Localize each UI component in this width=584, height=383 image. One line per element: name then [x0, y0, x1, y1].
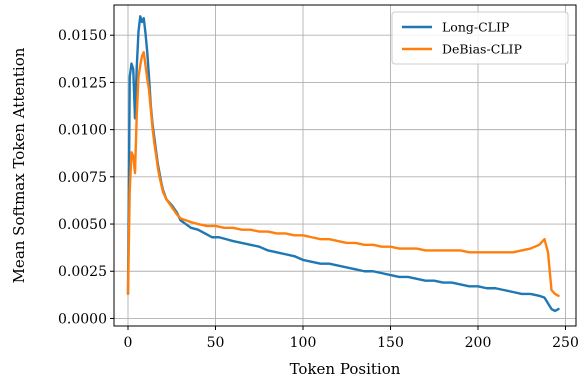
x-tick-label: 250	[552, 335, 579, 351]
x-tick-label: 0	[124, 335, 133, 351]
legend-label-long-clip: Long-CLIP	[442, 20, 509, 35]
axis-ticks: 0 50 100 150 200 250 0.0000 0.0025 0.0050 0.0075 0…	[58, 28, 579, 351]
y-tick-label: 0.0050	[58, 217, 107, 233]
y-tick-label: 0.0025	[58, 264, 107, 280]
x-tick-label: 100	[290, 335, 317, 351]
series-line-debias-clip	[126, 51, 560, 297]
x-tick-label: 150	[377, 335, 404, 351]
legend-label-debias-clip: DeBias-CLIP	[442, 42, 522, 57]
legend: Long-CLIP DeBias-CLIP	[391, 11, 569, 65]
plot-frame	[113, 4, 577, 327]
x-axis-title: Token Position	[290, 360, 401, 378]
y-tick-label: 0.0100	[58, 123, 107, 139]
y-tick-label: 0.0075	[58, 170, 107, 186]
y-tick-label: 0.0000	[58, 311, 107, 327]
series-lines	[126, 15, 560, 313]
x-tick-label: 50	[207, 335, 225, 351]
y-tick-label: 0.0150	[58, 28, 107, 44]
y-tick-label: 0.0125	[58, 75, 107, 91]
y-axis-title: Mean Softmax Token Attention	[10, 47, 28, 283]
x-tick-label: 200	[465, 335, 492, 351]
legend-box	[391, 11, 569, 65]
series-line-long-clip	[126, 15, 560, 313]
